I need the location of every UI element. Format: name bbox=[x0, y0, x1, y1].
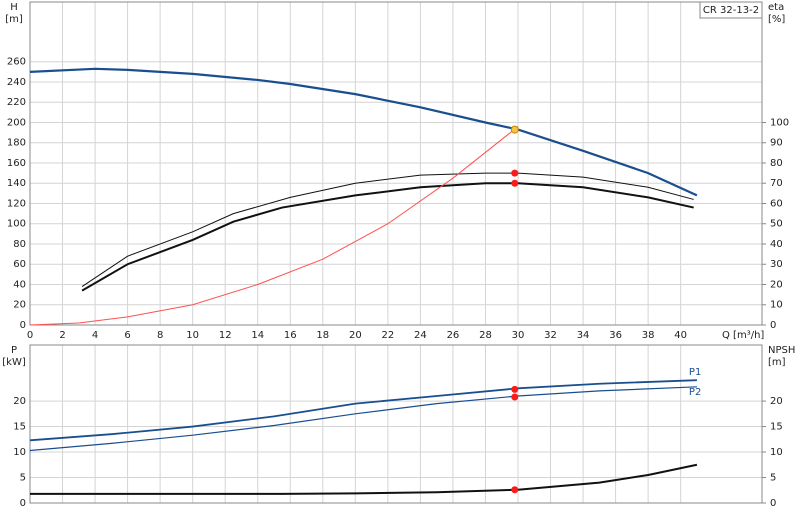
x-tick-label: 18 bbox=[316, 330, 329, 341]
x-tick-label: 28 bbox=[479, 330, 492, 341]
x-tick-label: 34 bbox=[577, 330, 590, 341]
x-tick-label: 36 bbox=[609, 330, 622, 341]
curve bbox=[81, 182, 694, 292]
y-tick-label: 5 bbox=[20, 473, 26, 484]
y2-axis-label: NPSH bbox=[768, 345, 795, 356]
y-tick-label: 20 bbox=[13, 300, 26, 311]
x-tick-label: 30 bbox=[512, 330, 525, 341]
x-tick-label: 16 bbox=[284, 330, 297, 341]
series-label: P2 bbox=[689, 387, 701, 398]
y-tick-label: 60 bbox=[13, 259, 26, 270]
y-tick-label: 100 bbox=[7, 219, 26, 230]
y2-tick-label: 10 bbox=[770, 300, 783, 311]
label-box bbox=[699, 1, 763, 19]
x-tick-label: 2 bbox=[59, 330, 65, 341]
plot-frame bbox=[29, 1, 763, 326]
x-tick-label: 40 bbox=[674, 330, 687, 341]
y2-tick-label: 5 bbox=[770, 473, 776, 484]
curve bbox=[29, 379, 697, 442]
duty-point bbox=[511, 393, 519, 401]
y-axis-unit: [m] bbox=[5, 14, 23, 25]
y2-tick-label: 10 bbox=[770, 447, 783, 458]
y2-tick-label: 0 bbox=[770, 498, 776, 509]
duty-point bbox=[511, 486, 519, 494]
x-tick-label: 20 bbox=[349, 330, 362, 341]
y-axis-label: H bbox=[10, 2, 18, 13]
curve bbox=[29, 386, 697, 452]
x-tick-label: 12 bbox=[219, 330, 232, 341]
y2-tick-label: 40 bbox=[770, 239, 783, 250]
y-tick-label: 0 bbox=[20, 498, 26, 509]
y-tick-label: 80 bbox=[13, 239, 26, 250]
curve bbox=[81, 172, 694, 287]
y-axis-label: P bbox=[11, 345, 17, 356]
x-tick-label: 38 bbox=[642, 330, 655, 341]
y-tick-label: 40 bbox=[13, 279, 26, 290]
y-tick-label: 240 bbox=[7, 77, 26, 88]
y-axis-unit: [kW] bbox=[2, 357, 26, 368]
y2-tick-label: 30 bbox=[770, 259, 783, 270]
curve bbox=[29, 67, 698, 197]
y2-tick-label: 70 bbox=[770, 178, 783, 189]
y2-tick-label: 100 bbox=[770, 117, 789, 128]
y2-tick-label: 0 bbox=[770, 320, 776, 331]
y2-tick-label: 50 bbox=[770, 219, 783, 230]
x-tick-label: 8 bbox=[157, 330, 163, 341]
y2-tick-label: 60 bbox=[770, 198, 783, 209]
y-tick-label: 160 bbox=[7, 158, 26, 169]
y2-tick-label: 20 bbox=[770, 396, 783, 407]
y2-tick-label: 80 bbox=[770, 158, 783, 169]
x-axis-label: Q [m³/h] bbox=[722, 330, 764, 341]
x-tick-label: 22 bbox=[381, 330, 394, 341]
x-tick-label: 0 bbox=[27, 330, 33, 341]
y2-axis-unit: [m] bbox=[768, 357, 786, 368]
x-tick-label: 10 bbox=[186, 330, 199, 341]
y2-tick-label: 20 bbox=[770, 279, 783, 290]
duty-point bbox=[511, 169, 519, 177]
curve bbox=[29, 126, 519, 326]
y-tick-label: 20 bbox=[13, 396, 26, 407]
duty-point bbox=[511, 179, 519, 187]
pump-label: CR 32-13-2 bbox=[703, 5, 759, 16]
y2-tick-label: 90 bbox=[770, 138, 783, 149]
y-tick-label: 15 bbox=[13, 422, 26, 433]
y-tick-label: 200 bbox=[7, 117, 26, 128]
y2-axis-unit: [%] bbox=[768, 14, 785, 25]
x-tick-label: 24 bbox=[414, 330, 427, 341]
duty-point bbox=[511, 385, 519, 393]
y-tick-label: 260 bbox=[7, 57, 26, 68]
y-tick-label: 10 bbox=[13, 447, 26, 458]
curve bbox=[30, 463, 698, 495]
x-tick-label: 4 bbox=[92, 330, 98, 341]
x-tick-label: 6 bbox=[124, 330, 130, 341]
y-tick-label: 140 bbox=[7, 178, 26, 189]
x-tick-label: 26 bbox=[447, 330, 460, 341]
series-label: P1 bbox=[689, 367, 701, 378]
y2-tick-label: 15 bbox=[770, 422, 783, 433]
y-tick-label: 220 bbox=[7, 97, 26, 108]
y2-axis-label: eta bbox=[768, 2, 784, 13]
duty-point bbox=[510, 125, 519, 134]
plot-frame bbox=[29, 344, 763, 504]
x-tick-label: 14 bbox=[251, 330, 264, 341]
y-tick-label: 180 bbox=[7, 138, 26, 149]
y-tick-label: 0 bbox=[20, 320, 26, 331]
y-tick-label: 120 bbox=[7, 198, 26, 209]
x-tick-label: 32 bbox=[544, 330, 557, 341]
